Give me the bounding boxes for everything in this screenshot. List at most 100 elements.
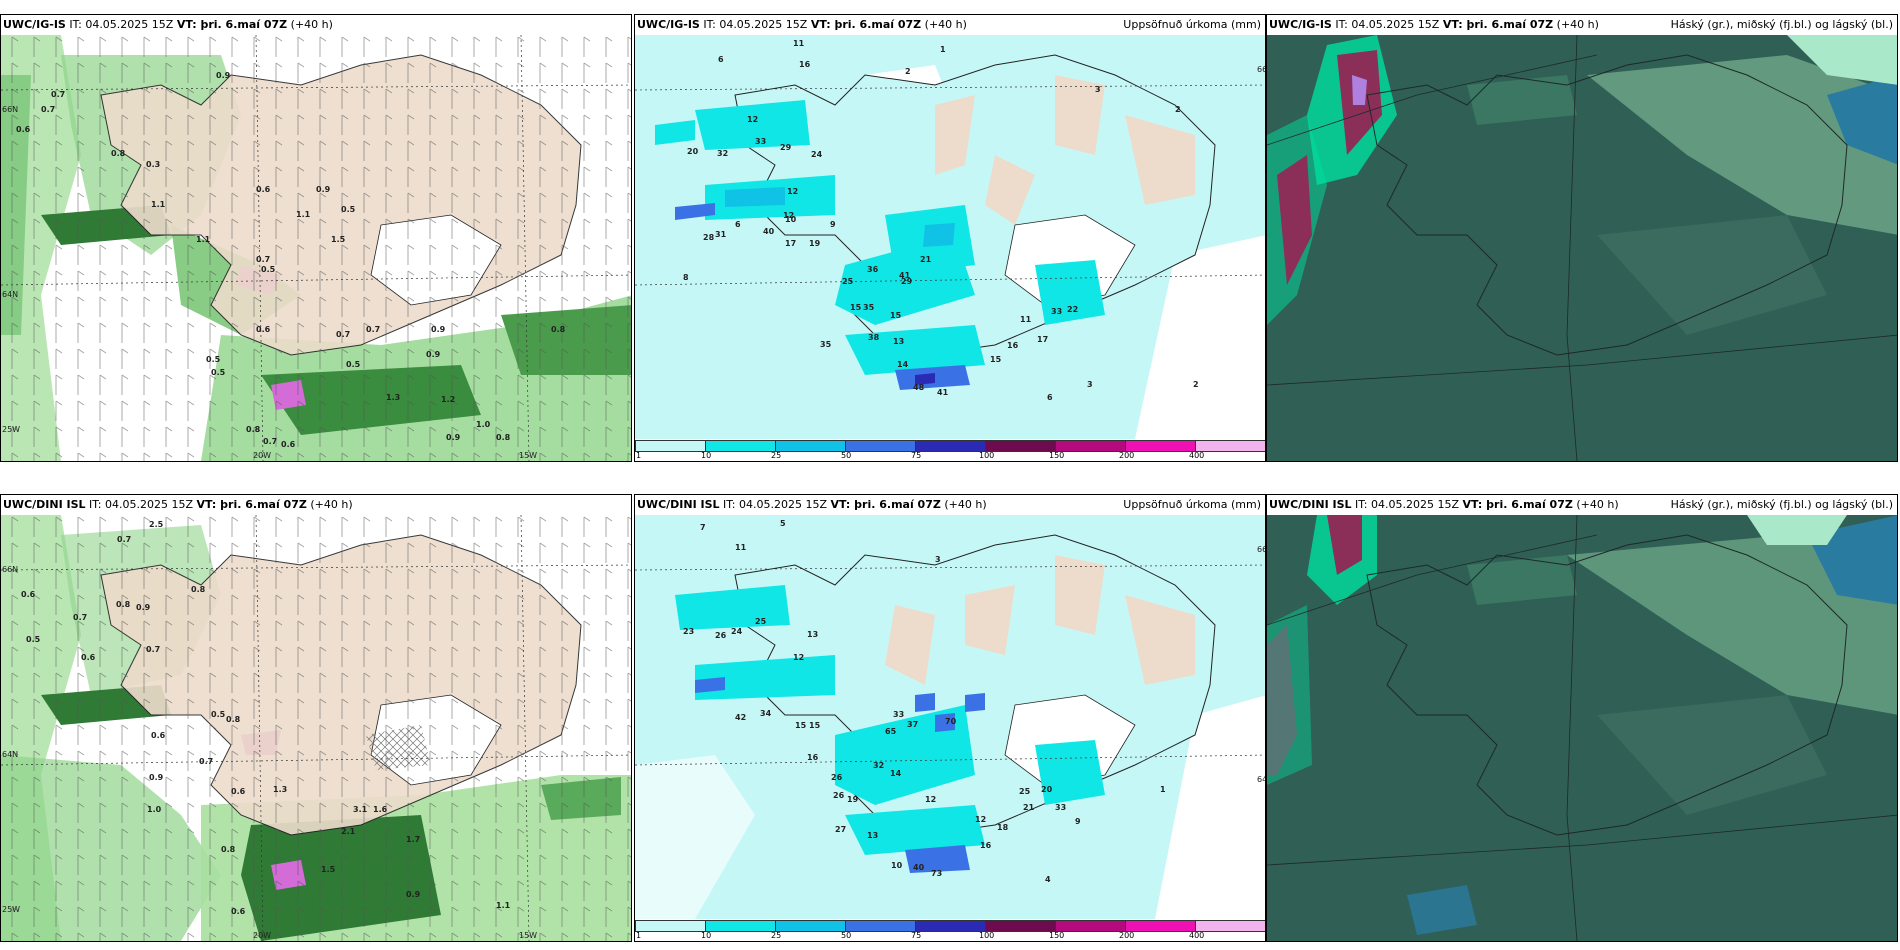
wind-value: 0.5 (211, 368, 226, 377)
precip-value: 25 (1019, 787, 1031, 796)
precip-value: 29 (780, 143, 792, 152)
precip-value: 25 (755, 617, 767, 626)
wind-value: 1.0 (147, 805, 162, 814)
precip-value: 27 (835, 825, 847, 834)
wind-value: 0.9 (446, 433, 461, 442)
wind-value: 1.6 (373, 805, 388, 814)
panel-precip-bottom: UWC/DINI ISL IT: 04.05.2025 15Z VT: þri.… (634, 494, 1266, 942)
wind-value: 0.3 (146, 160, 161, 169)
lat-label-66n: 66N (2, 565, 19, 574)
wind-value: 0.5 (261, 265, 276, 274)
legend-swatch (915, 440, 986, 452)
panel-header: UWC/DINI ISL IT: 04.05.2025 15Z VT: þri.… (635, 495, 1265, 515)
legend-tick: 1 (636, 931, 642, 940)
cloud-map (1267, 515, 1897, 941)
precip-value: 35 (863, 303, 875, 312)
wind-value: 0.7 (117, 535, 132, 544)
model-name: UWC/IG-IS (3, 18, 66, 31)
wind-value: 0.6 (81, 653, 96, 662)
wind-value: 0.9 (431, 325, 446, 334)
wind-value: 2.1 (341, 827, 356, 836)
lon-label-15w: 15W (519, 931, 538, 940)
wind-value: 0.7 (336, 330, 351, 339)
precip-value: 8 (683, 273, 689, 282)
wind-value: 0.9 (426, 350, 441, 359)
precip-value: 33 (893, 710, 905, 719)
precip-value: 14 (897, 360, 909, 369)
wind-value: 0.5 (346, 360, 361, 369)
init-time: IT: 04.05.2025 15Z (1335, 18, 1440, 31)
wind-value: 0.8 (226, 715, 241, 724)
legend-tick: 50 (841, 931, 852, 940)
lon-label-20w: 20W (253, 931, 272, 940)
wind-value: 0.7 (51, 90, 66, 99)
wind-value: 0.6 (281, 440, 296, 449)
valid-time: VT: þri. 6.maí 07Z (1462, 498, 1573, 511)
precip-value: 15 (809, 721, 821, 730)
legend-tick: 150 (1049, 451, 1065, 460)
panel-header: UWC/IG-IS IT: 04.05.2025 15Z VT: þri. 6.… (1267, 15, 1897, 35)
wind-value: 0.5 (341, 205, 356, 214)
precip-value: 9 (1075, 817, 1081, 826)
precip-value: 3 (1095, 85, 1101, 94)
precip-value: 38 (868, 333, 880, 342)
precip-value: 70 (945, 717, 957, 726)
model-name: UWC/DINI ISL (1269, 498, 1352, 511)
precip-value: 21 (1023, 803, 1035, 812)
precip-value: 37 (907, 720, 919, 729)
wind-value: 0.7 (146, 645, 161, 654)
precip-value: 31 (715, 230, 727, 239)
legend-swatch (845, 440, 916, 452)
wind-value: 3.1 (353, 805, 368, 814)
wind-value: 1.0 (476, 420, 491, 429)
legend-tick: 200 (1119, 931, 1135, 940)
lat-label-66n: 66N (1257, 65, 1265, 74)
init-time: IT: 04.05.2025 15Z (89, 498, 194, 511)
wind-value: 0.9 (316, 185, 331, 194)
precip-value: 6 (718, 55, 724, 64)
panel-header: UWC/DINI ISL IT: 04.05.2025 15Z VT: þri.… (1, 495, 631, 515)
panel-field-title: Háský (gr.), miðský (fj.bl.) og lágský (… (1670, 498, 1893, 511)
panel-header: UWC/IG-IS IT: 04.05.2025 15Z VT: þri. 6.… (1, 15, 631, 35)
init-time: IT: 04.05.2025 15Z (1355, 498, 1460, 511)
valid-time: VT: þri. 6.maí 07Z (830, 498, 941, 511)
legend-swatch (775, 440, 846, 452)
wind-value: 0.6 (21, 590, 36, 599)
lat-label-64n: 64N (2, 750, 19, 759)
wind-value: 0.7 (199, 757, 214, 766)
legend-swatch (1125, 920, 1196, 932)
panel-clouds-bottom: UWC/DINI ISL IT: 04.05.2025 15Z VT: þri.… (1266, 494, 1898, 942)
legend-tick: 10 (701, 931, 712, 940)
precip-value: 40 (913, 863, 925, 872)
valid-time: VT: þri. 6.maí 07Z (810, 18, 922, 31)
precip-value: 19 (847, 795, 859, 804)
precip-value: 16 (1007, 341, 1019, 350)
precip-value: 13 (893, 337, 905, 346)
precip-value: 40 (763, 227, 775, 236)
precip-value: 6 (1047, 393, 1053, 402)
wind-value: 1.5 (331, 235, 346, 244)
panel-header: UWC/IG-IS IT: 04.05.2025 15Z VT: þri. 6.… (635, 15, 1265, 35)
init-time: IT: 04.05.2025 15Z (69, 18, 174, 31)
wind-value: 0.7 (366, 325, 381, 334)
precip-value: 14 (890, 769, 902, 778)
legend-tick: 25 (771, 931, 782, 940)
legend-swatch (635, 440, 706, 452)
wind-value: 0.8 (191, 585, 206, 594)
lead-time: (+40 h) (310, 498, 353, 511)
legend-tick: 150 (1049, 931, 1065, 940)
legend-swatch (1125, 440, 1196, 452)
legend-swatch (1195, 920, 1265, 932)
precip-map (635, 515, 1265, 919)
precip-value: 15 (990, 355, 1002, 364)
wind-value: 0.9 (216, 71, 231, 80)
wind-value: 2.5 (149, 520, 164, 529)
precip-value: 4 (1045, 875, 1051, 884)
model-name: UWC/IG-IS (637, 18, 700, 31)
precip-value: 12 (787, 187, 799, 196)
precip-value: 12 (783, 211, 795, 220)
lon-label-25w: 25W (2, 905, 21, 914)
legend-swatch (985, 920, 1056, 932)
lead-time: (+40 h) (924, 18, 967, 31)
precip-value: 18 (997, 823, 1009, 832)
